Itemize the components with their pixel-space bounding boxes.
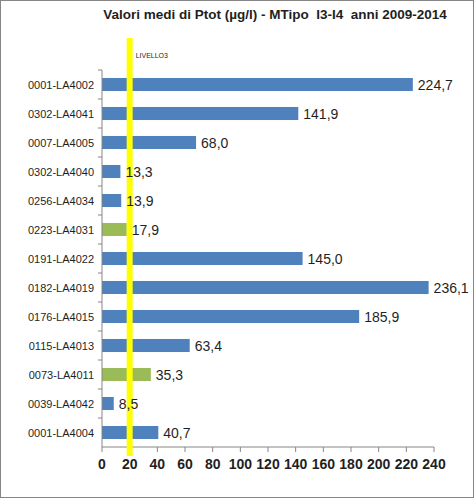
x-tick-label: 40 xyxy=(150,456,166,472)
bar xyxy=(102,165,120,178)
bar xyxy=(102,223,127,236)
bar xyxy=(102,397,114,410)
x-tick xyxy=(378,447,379,452)
data-label: 17,9 xyxy=(132,222,159,238)
category-label: 0302-LA4041 xyxy=(28,108,94,120)
category-label: 0039-LA4042 xyxy=(28,398,94,410)
data-label: 224,7 xyxy=(418,77,453,93)
x-tick xyxy=(323,447,324,452)
y-axis-line xyxy=(102,70,103,447)
category-tick xyxy=(98,186,102,187)
category-tick xyxy=(98,244,102,245)
category-tick xyxy=(98,273,102,274)
category-tick xyxy=(98,128,102,129)
bar xyxy=(102,339,190,352)
category-tick xyxy=(98,389,102,390)
x-tick xyxy=(240,447,241,452)
x-tick-label: 100 xyxy=(229,456,253,472)
category-label: 0001-LA4002 xyxy=(28,79,94,91)
chart-svg: 0001-LA4002 0302-LA4041 0007-LA4005 0302-LA… xyxy=(0,0,474,498)
x-tick xyxy=(102,447,103,452)
x-tick xyxy=(212,447,213,452)
data-label: 40,7 xyxy=(163,425,190,441)
x-tick-label: 160 xyxy=(312,456,336,472)
data-label: 145,0 xyxy=(308,251,343,267)
data-label: 185,9 xyxy=(364,309,399,325)
chart-title: Valori medi di Ptot (µg/l) - MTipo I3-I4… xyxy=(100,5,450,24)
data-label: 35,3 xyxy=(156,367,183,383)
x-tick-label: 20 xyxy=(122,456,138,472)
x-tick-label: 120 xyxy=(256,456,280,472)
bar xyxy=(102,194,121,207)
data-label: 68,0 xyxy=(201,135,228,151)
x-tick-label: 80 xyxy=(205,456,221,472)
x-tick-label: 240 xyxy=(422,456,446,472)
x-tick-label: 0 xyxy=(98,456,106,472)
category-tick xyxy=(98,302,102,303)
threshold-label: LIVELLO3 xyxy=(136,52,168,59)
data-label: 13,9 xyxy=(126,193,153,209)
category-label: 0182-LA4019 xyxy=(28,282,94,294)
chart-container: Valori medi di Ptot (µg/l) - MTipo I3-I4… xyxy=(0,0,474,498)
x-tick xyxy=(185,447,186,452)
category-label: 0223-LA4031 xyxy=(28,224,94,236)
x-tick-label: 140 xyxy=(284,456,308,472)
data-label: 13,3 xyxy=(125,164,152,180)
x-tick xyxy=(295,447,296,452)
category-label: 0115-LA4013 xyxy=(29,340,94,352)
category-label: 0191-LA4022 xyxy=(28,253,94,265)
bars xyxy=(102,78,429,439)
category-tick xyxy=(98,418,102,419)
bar xyxy=(102,281,429,294)
bar xyxy=(102,78,413,91)
chart-border xyxy=(1,1,474,498)
category-label: 0256-LA4034 xyxy=(28,195,94,207)
data-label: 63,4 xyxy=(195,338,222,354)
data-label: 236,1 xyxy=(434,280,469,296)
x-tick-label: 60 xyxy=(177,456,193,472)
category-label: 0007-LA4005 xyxy=(28,137,94,149)
data-label: 141,9 xyxy=(303,106,338,122)
category-label: 0176-LA4015 xyxy=(28,311,94,323)
category-label: 0073-LA4011 xyxy=(29,369,94,381)
category-tick xyxy=(98,360,102,361)
x-tick-label: 180 xyxy=(339,456,363,472)
bar xyxy=(102,310,359,323)
category-label: 0001-LA4004 xyxy=(28,427,94,439)
x-tick xyxy=(157,447,158,452)
x-tick xyxy=(268,447,269,452)
data-label: 8,5 xyxy=(119,396,139,412)
category-label: 0302-LA4040 xyxy=(28,166,94,178)
category-tick xyxy=(98,157,102,158)
category-tick xyxy=(98,331,102,332)
x-tick xyxy=(406,447,407,452)
bar xyxy=(102,368,151,381)
category-tick xyxy=(98,70,102,71)
x-tick xyxy=(351,447,352,452)
x-tick xyxy=(434,447,435,452)
category-tick xyxy=(98,215,102,216)
x-tick-label: 200 xyxy=(367,456,391,472)
category-tick xyxy=(98,99,102,100)
x-tick-label: 220 xyxy=(395,456,419,472)
bar xyxy=(102,136,196,149)
threshold-line xyxy=(127,38,133,456)
